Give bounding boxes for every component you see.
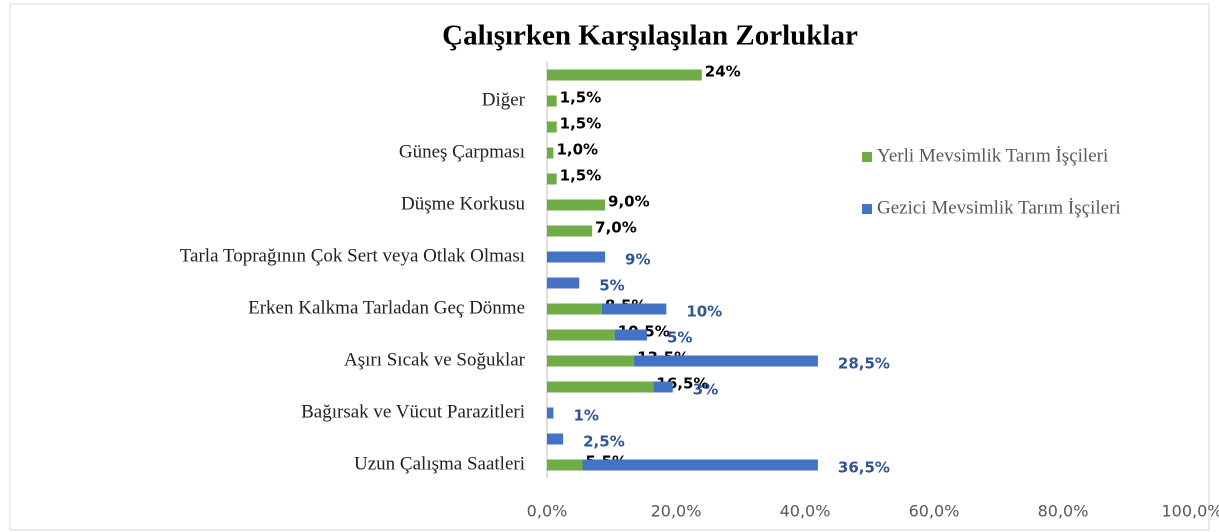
value-label: 9% [625, 251, 650, 269]
bar [547, 355, 635, 367]
category-label: Güneş Çarpması [399, 141, 525, 162]
category-label: Bağırsak ve Vücut Parazitleri [301, 401, 525, 422]
bar [547, 459, 583, 471]
bar [547, 147, 554, 159]
chart-title: Çalışırken Karşılaşılan Zorluklar [442, 20, 858, 52]
bar [547, 121, 557, 133]
bar [601, 303, 667, 315]
value-label: 9,0% [608, 193, 650, 211]
category-label: Uzun Çalışma Saatleri [354, 453, 525, 474]
x-tick-label: 60,0% [909, 502, 960, 521]
bar [547, 95, 557, 107]
value-label: 2,5% [583, 433, 625, 451]
bar [653, 381, 673, 393]
bar [547, 199, 606, 211]
x-tick-label: 100,0% [1161, 502, 1219, 521]
value-label: 24% [705, 63, 741, 81]
bar [634, 355, 818, 367]
bar [547, 69, 702, 81]
value-label: 28,5% [838, 355, 890, 373]
value-label: 1,5% [560, 89, 602, 107]
value-label: 10% [686, 303, 722, 321]
value-label: 3% [693, 381, 718, 399]
value-label: 1% [573, 407, 598, 425]
chart-frame [9, 3, 1210, 531]
x-tick-label: 40,0% [780, 502, 831, 521]
legend-swatch [862, 204, 872, 214]
bar [547, 433, 564, 445]
x-tick-label: 80,0% [1038, 502, 1089, 521]
bar [547, 251, 606, 263]
legend-label: Yerli Mevsimlik Tarım İşçileri [877, 145, 1108, 166]
bar [547, 381, 654, 393]
bar [547, 303, 602, 315]
value-label: 5% [667, 329, 692, 347]
category-label: Tarla Toprağının Çok Sert veya Otlak Olm… [180, 245, 525, 266]
value-label: 1,5% [560, 115, 602, 133]
bar [547, 277, 580, 289]
bar [547, 225, 593, 237]
category-label: Aşırı Sıcak ve Soğuklar [344, 349, 526, 370]
bar [614, 329, 647, 341]
bar [547, 407, 554, 419]
bar [582, 459, 818, 471]
value-label: 1,5% [560, 167, 602, 185]
x-tick-label: 0,0% [527, 502, 568, 521]
category-label: Diğer [482, 89, 526, 110]
value-label: 36,5% [838, 459, 890, 477]
bar [547, 329, 615, 341]
value-label: 5% [599, 277, 624, 295]
category-label: Düşme Korkusu [401, 193, 526, 214]
legend-label: Gezici Mevsimlik Tarım İşçileri [877, 197, 1121, 218]
category-label: Erken Kalkma Tarladan Geç Dönme [248, 297, 525, 318]
x-tick-label: 20,0% [651, 502, 702, 521]
value-label: 1,0% [556, 141, 598, 159]
bar [547, 173, 557, 185]
value-label: 7,0% [595, 219, 637, 237]
legend-swatch [862, 152, 872, 162]
